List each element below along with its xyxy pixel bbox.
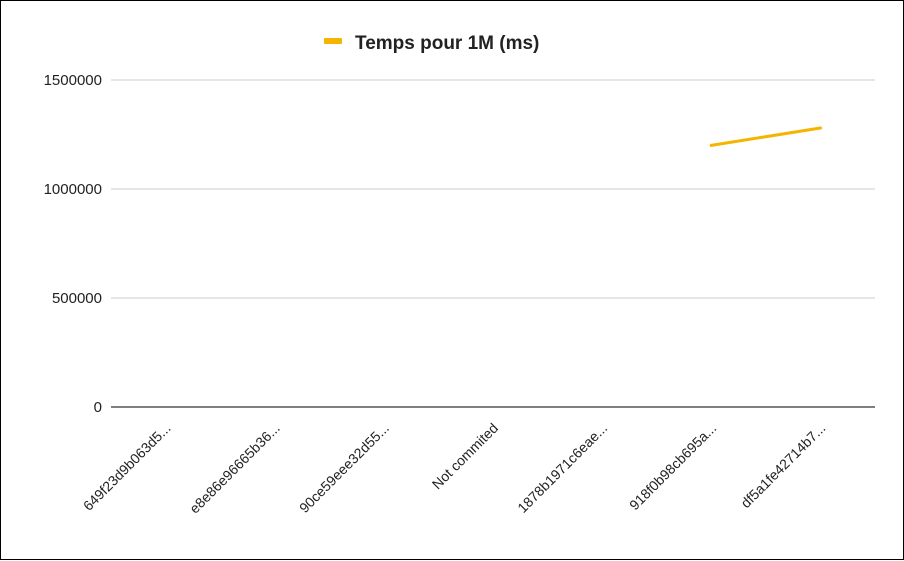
x-tick-label: e8e86e96665b36... xyxy=(186,420,283,517)
y-tick-label: 0 xyxy=(94,399,102,416)
legend-swatch xyxy=(324,38,342,44)
legend: Temps pour 1M (ms) xyxy=(324,33,539,54)
y-tick-label: 1500000 xyxy=(44,72,102,89)
series-segment xyxy=(709,126,822,147)
gridlines xyxy=(111,79,875,299)
x-tick-label: 1878b1971c6eae... xyxy=(514,420,610,516)
legend-label: Temps pour 1M (ms) xyxy=(355,33,539,54)
x-tick-label: 918f0b98cb695a... xyxy=(626,420,719,513)
x-tick-label: df5a1fe42714b7... xyxy=(737,420,828,511)
data-point xyxy=(818,126,822,130)
x-tick-label: 90ce59eee32d55... xyxy=(296,420,392,516)
x-axis-ticks: 649f23d9b063d5... e8e86e96665b36... 90ce59… xyxy=(80,420,829,517)
x-tick-label: 649f23d9b063d5... xyxy=(80,420,174,514)
y-tick-label: 500000 xyxy=(52,290,102,307)
y-tick-label: 1000000 xyxy=(44,181,102,198)
series-line xyxy=(709,126,822,147)
x-tick-label: Not commited xyxy=(429,420,501,492)
series-layer xyxy=(709,126,822,147)
y-axis-ticks: 0 500000 1000000 1500000 xyxy=(44,72,102,416)
